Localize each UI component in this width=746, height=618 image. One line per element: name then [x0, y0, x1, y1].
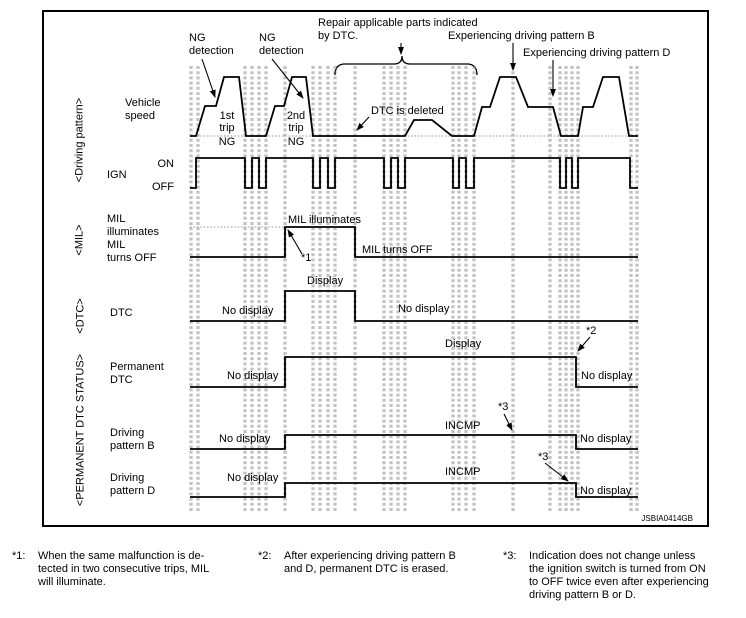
group-label-mil: <MIL> [73, 224, 86, 256]
group-label-driving-pattern: <Driving pattern> [73, 97, 86, 183]
mil-turns-off-label: MIL turns OFF [362, 244, 433, 256]
footnote-2: *2: After experiencing driving pattern B… [258, 550, 456, 576]
trip1-label: 1st trip [219, 110, 235, 134]
pattern-d-no-display-right: No display [580, 485, 632, 497]
row-label-driving-pattern-b: Driving pattern B [110, 427, 155, 452]
pattern-d-incmp-label: INCMP [445, 466, 481, 478]
dtc-no-display-right: No display [398, 303, 450, 315]
ign-off-label: OFF [152, 181, 174, 193]
footnote-ref-1: *1 [301, 252, 312, 264]
footnote-2-text: After experiencing driving pattern B and… [284, 550, 456, 575]
pattern-b-incmp-label: INCMP [445, 420, 481, 432]
pattern-b-no-display-left: No display [219, 433, 271, 445]
ign-on-label: ON [157, 158, 175, 170]
annotation-ng-detection-1: NG detection [189, 32, 234, 57]
group-label-permanent-dtc-status: <PERMANENT DTC STATUS> [74, 353, 87, 507]
pattern-b-no-display-right: No display [580, 433, 632, 445]
row-label-vehicle-speed: Vehicle speed [125, 97, 161, 122]
group-label-dtc: <DTC> [74, 298, 87, 334]
dtc-no-display-left: No display [222, 305, 274, 317]
footnote-1-ref: *1: [12, 550, 26, 562]
footnote-ref-3-b: *3 [498, 401, 509, 413]
footnote-3-text: Indication does not change unless the ig… [529, 550, 709, 601]
dtc-display-label: Display [307, 275, 344, 287]
footnote-1: *1: When the same malfunction is de- tec… [12, 550, 209, 589]
row-label-dtc: DTC [110, 307, 133, 319]
row-label-mil: MIL illuminates MIL turns OFF [107, 213, 159, 264]
permanent-dtc-no-display-left: No display [227, 370, 279, 382]
footnote-3-ref: *3: [503, 550, 517, 562]
figure-code: JSBIA0414GB [641, 514, 693, 523]
row-label-permanent-dtc: Permanent DTC [110, 361, 164, 386]
trip2-label: 2nd trip [286, 110, 306, 134]
footnote-3: *3: Indication does not change unless th… [503, 550, 709, 602]
row-label-driving-pattern-d: Driving pattern D [110, 472, 156, 497]
permanent-dtc-display-label: Display [445, 338, 482, 350]
trip2-ng-label: NG [287, 136, 305, 148]
pattern-d-no-display-left: No display [227, 472, 279, 484]
mil-illuminates-label: MIL illuminates [288, 214, 361, 226]
annotation-experiencing-pattern-d: Experiencing driving pattern D [523, 47, 671, 59]
permanent-dtc-no-display-right: No display [581, 370, 633, 382]
footnote-1-text: When the same malfunction is de- tected … [38, 550, 210, 588]
annotation-repair-parts: Repair applicable parts indicated by DTC… [318, 17, 478, 42]
footnote-ref-2: *2 [586, 325, 597, 337]
row-label-ign: IGN [107, 169, 127, 181]
footnote-ref-3-d: *3 [538, 451, 549, 463]
annotation-experiencing-pattern-b: Experiencing driving pattern B [448, 30, 595, 42]
annotation-ng-detection-2: NG detection [259, 32, 304, 57]
diagram-border [42, 10, 709, 527]
footnote-2-ref: *2: [258, 550, 272, 562]
annotation-dtc-deleted: DTC is deleted [371, 105, 444, 117]
trip1-ng-label: NG [218, 136, 236, 148]
